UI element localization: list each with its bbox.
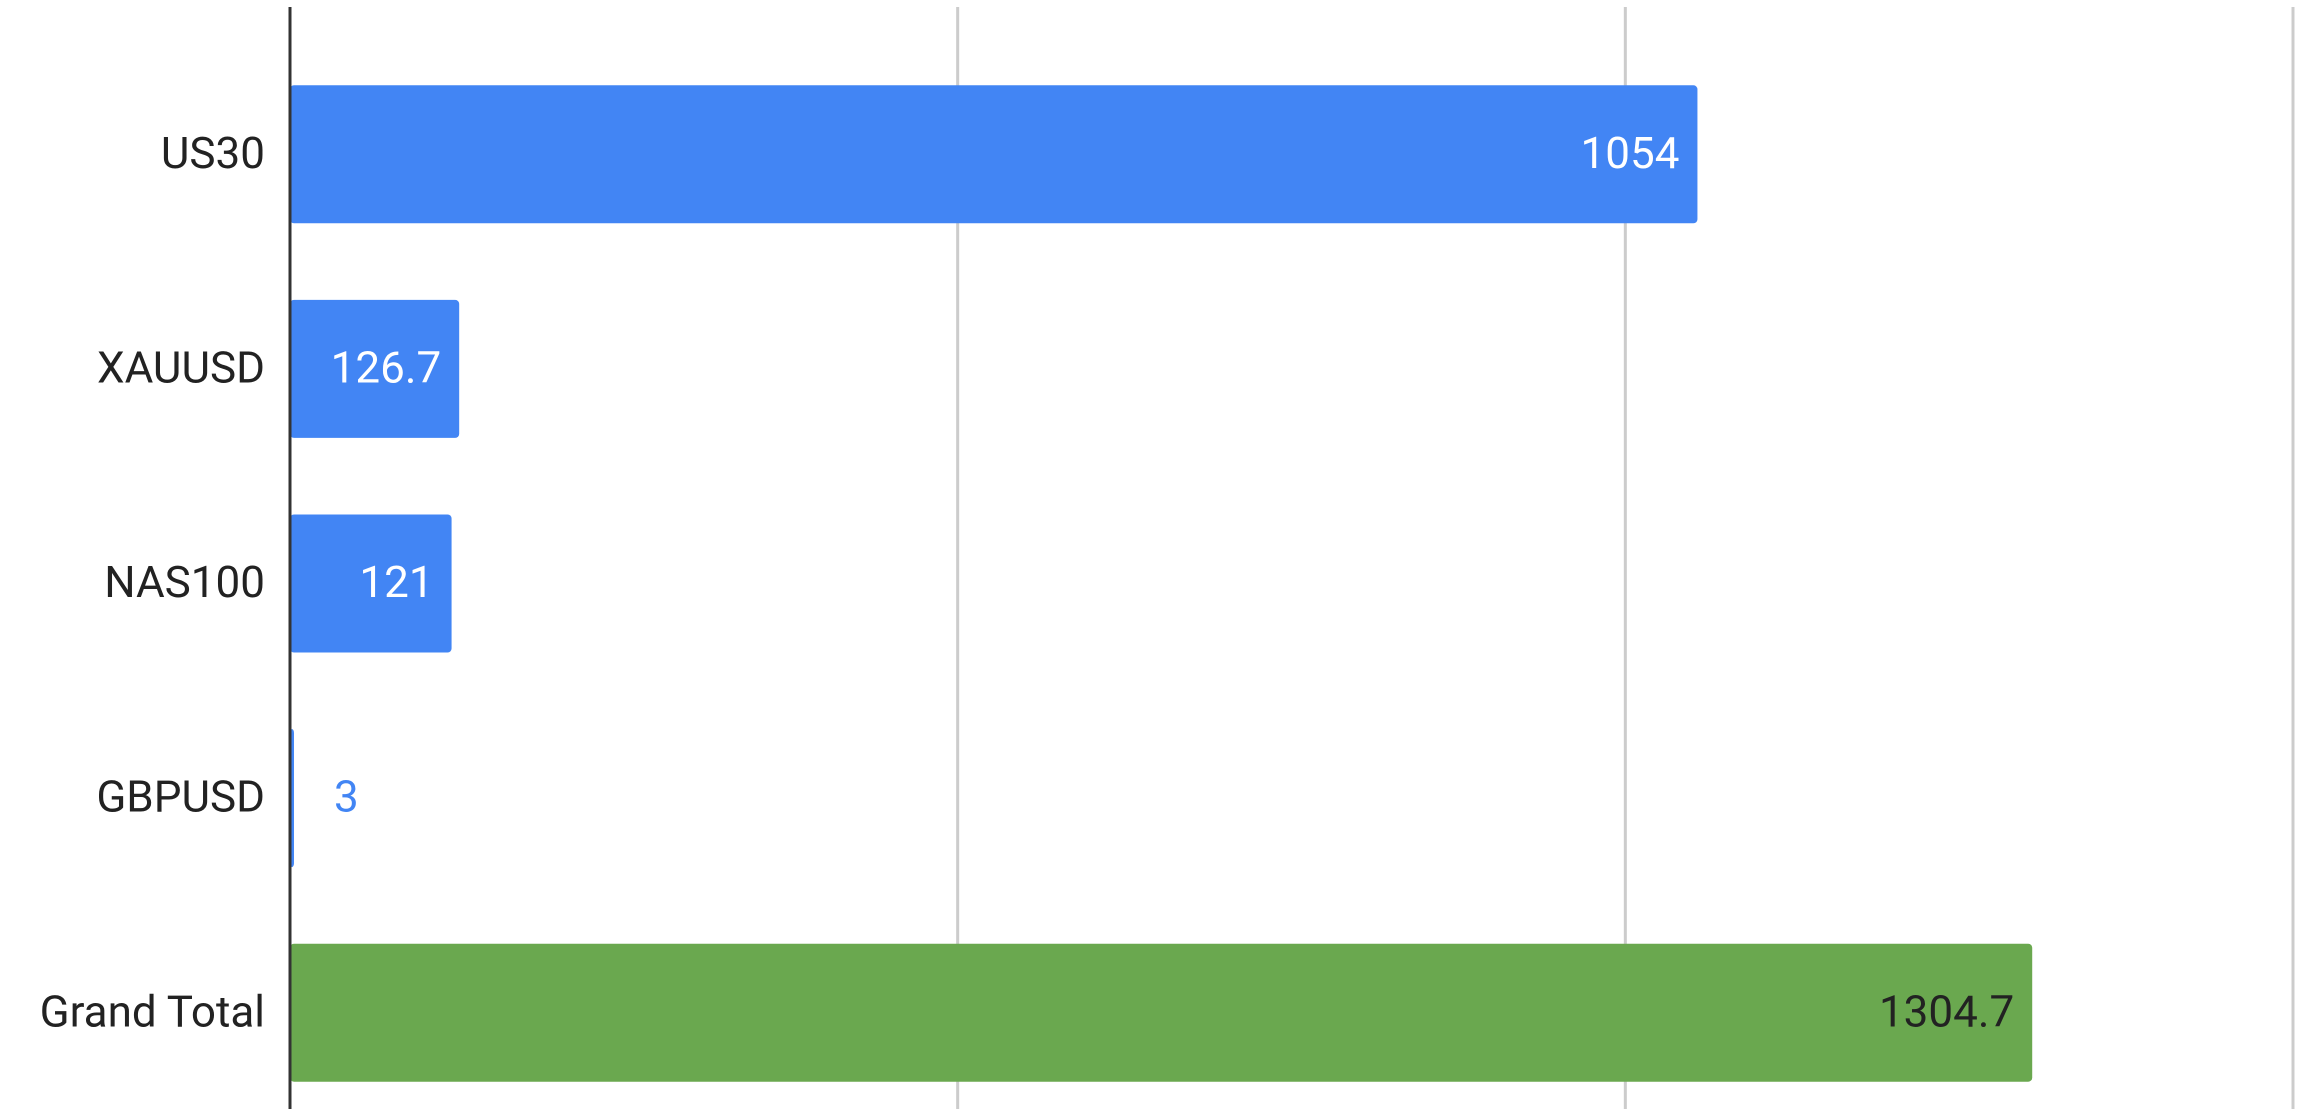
value-label: 126.7 [331, 342, 442, 394]
y-tick-label: XAUUSD [97, 342, 265, 394]
bar [290, 943, 2033, 1082]
value-label: 3 [334, 771, 359, 823]
value-label: 1304.7 [1879, 985, 2014, 1037]
bar [290, 85, 1698, 224]
y-tick-label: NAS100 [104, 556, 265, 608]
y-tick-label: US30 [161, 127, 265, 179]
y-tick-label: Grand Total [40, 985, 265, 1037]
value-label: 1054 [1581, 127, 1680, 179]
bar [290, 514, 452, 653]
y-tick-label: GBPUSD [96, 771, 265, 823]
value-label: 121 [359, 556, 433, 608]
bar [290, 299, 460, 438]
